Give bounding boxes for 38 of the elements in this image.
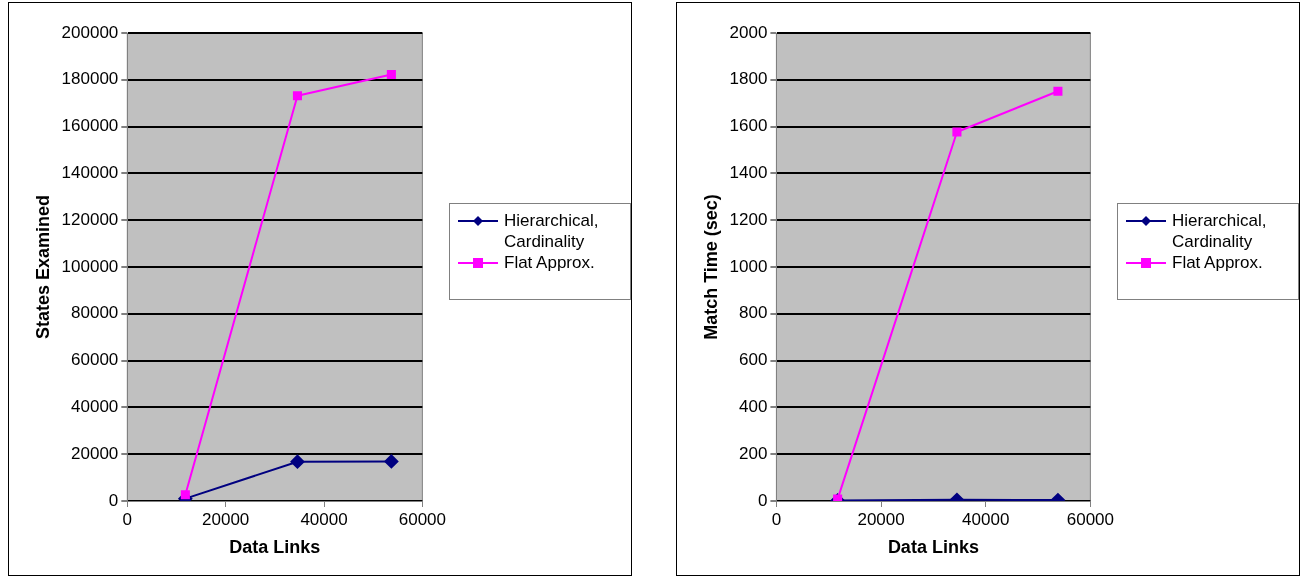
y-tick-label: 200000 bbox=[61, 22, 119, 42]
x-tick-label: 20000 bbox=[857, 509, 905, 529]
y-tick-label: 60000 bbox=[71, 350, 119, 370]
y-tick-label: 80000 bbox=[71, 303, 119, 323]
x-tick-label: 40000 bbox=[962, 509, 1010, 529]
legend-label: Hierarchical, Cardinality bbox=[504, 210, 600, 252]
y-tick-label: 100000 bbox=[61, 256, 119, 276]
y-tick-label: 120000 bbox=[61, 209, 119, 229]
y-tick-label: 1600 bbox=[729, 116, 768, 136]
x-tick-label: 40000 bbox=[300, 509, 348, 529]
legend-label: Flat Approx. bbox=[1172, 252, 1263, 273]
y-tick-label: 1200 bbox=[729, 209, 768, 229]
y-axis-title: States Examined bbox=[32, 194, 53, 340]
y-tick-label: 20000 bbox=[71, 443, 119, 463]
y-tick-label: 400 bbox=[739, 397, 768, 417]
y-tick-label: 1400 bbox=[729, 163, 768, 183]
y-tick-label: 0 bbox=[108, 490, 119, 510]
x-tick-label: 0 bbox=[122, 509, 133, 529]
y-tick-label: 140000 bbox=[61, 163, 119, 183]
y-axis-title: Match Time (sec) bbox=[700, 194, 721, 340]
x-tick-label: 60000 bbox=[398, 509, 446, 529]
x-tick-label: 0 bbox=[771, 509, 782, 529]
x-axis-title: Data Links bbox=[229, 537, 321, 558]
legend-label: Hierarchical, Cardinality bbox=[1172, 210, 1268, 252]
y-tick-label: 600 bbox=[739, 350, 768, 370]
x-axis-title: Data Links bbox=[887, 537, 979, 558]
y-tick-label: 1000 bbox=[729, 256, 768, 276]
y-tick-label: 0 bbox=[757, 490, 768, 510]
y-tick-label: 160000 bbox=[61, 116, 119, 136]
y-tick-label: 1800 bbox=[729, 69, 768, 89]
x-tick-label: 60000 bbox=[1066, 509, 1114, 529]
y-tick-label: 40000 bbox=[71, 397, 119, 417]
legend-label: Flat Approx. bbox=[504, 252, 595, 273]
x-tick-label: 20000 bbox=[202, 509, 250, 529]
y-tick-label: 800 bbox=[739, 303, 768, 323]
y-tick-label: 200 bbox=[739, 443, 768, 463]
y-tick-label: 180000 bbox=[61, 69, 119, 89]
y-tick-label: 2000 bbox=[729, 22, 768, 42]
